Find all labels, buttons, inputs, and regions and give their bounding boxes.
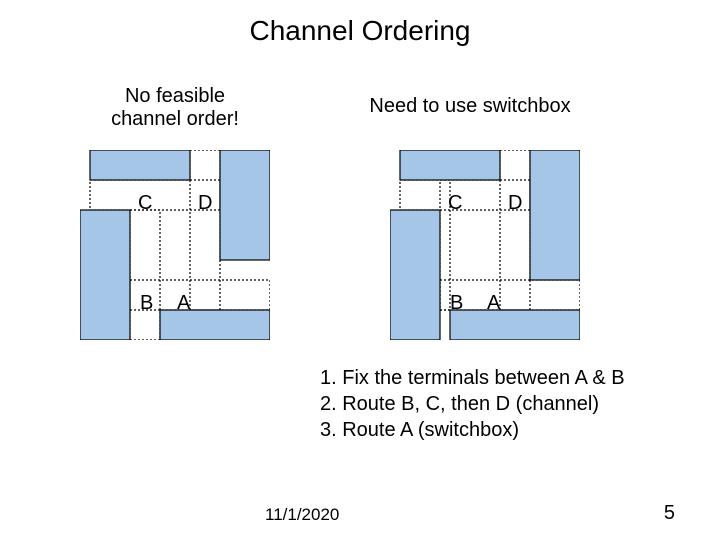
subtitle-left: No feasible channel order!: [90, 85, 260, 131]
footer-date: 11/1/2020: [265, 505, 339, 525]
label-c-left: C: [138, 192, 152, 215]
note-3: 3. Route A (switchbox): [320, 417, 625, 443]
subtitle-right: Need to use switchbox: [330, 95, 610, 118]
note-2: 2. Route B, C, then D (channel): [320, 391, 625, 417]
label-c-right: C: [448, 192, 462, 215]
note-1: 1. Fix the terminals between A & B: [320, 365, 625, 391]
label-a-right: A: [487, 292, 500, 315]
notes-list: 1. Fix the terminals between A & B 2. Ro…: [320, 365, 625, 443]
label-d-right: D: [508, 192, 522, 215]
diagram-left: C D B A: [80, 150, 270, 340]
label-b-right: B: [450, 292, 463, 315]
label-b-left: B: [140, 292, 153, 315]
diagram-right: C D B A: [390, 150, 580, 340]
diagram-left-svg: [80, 150, 270, 340]
footer-page: 5: [664, 502, 675, 525]
label-d-left: D: [198, 192, 212, 215]
diagram-right-svg: [390, 150, 580, 340]
page-title: Channel Ordering: [0, 15, 720, 47]
label-a-left: A: [177, 292, 190, 315]
